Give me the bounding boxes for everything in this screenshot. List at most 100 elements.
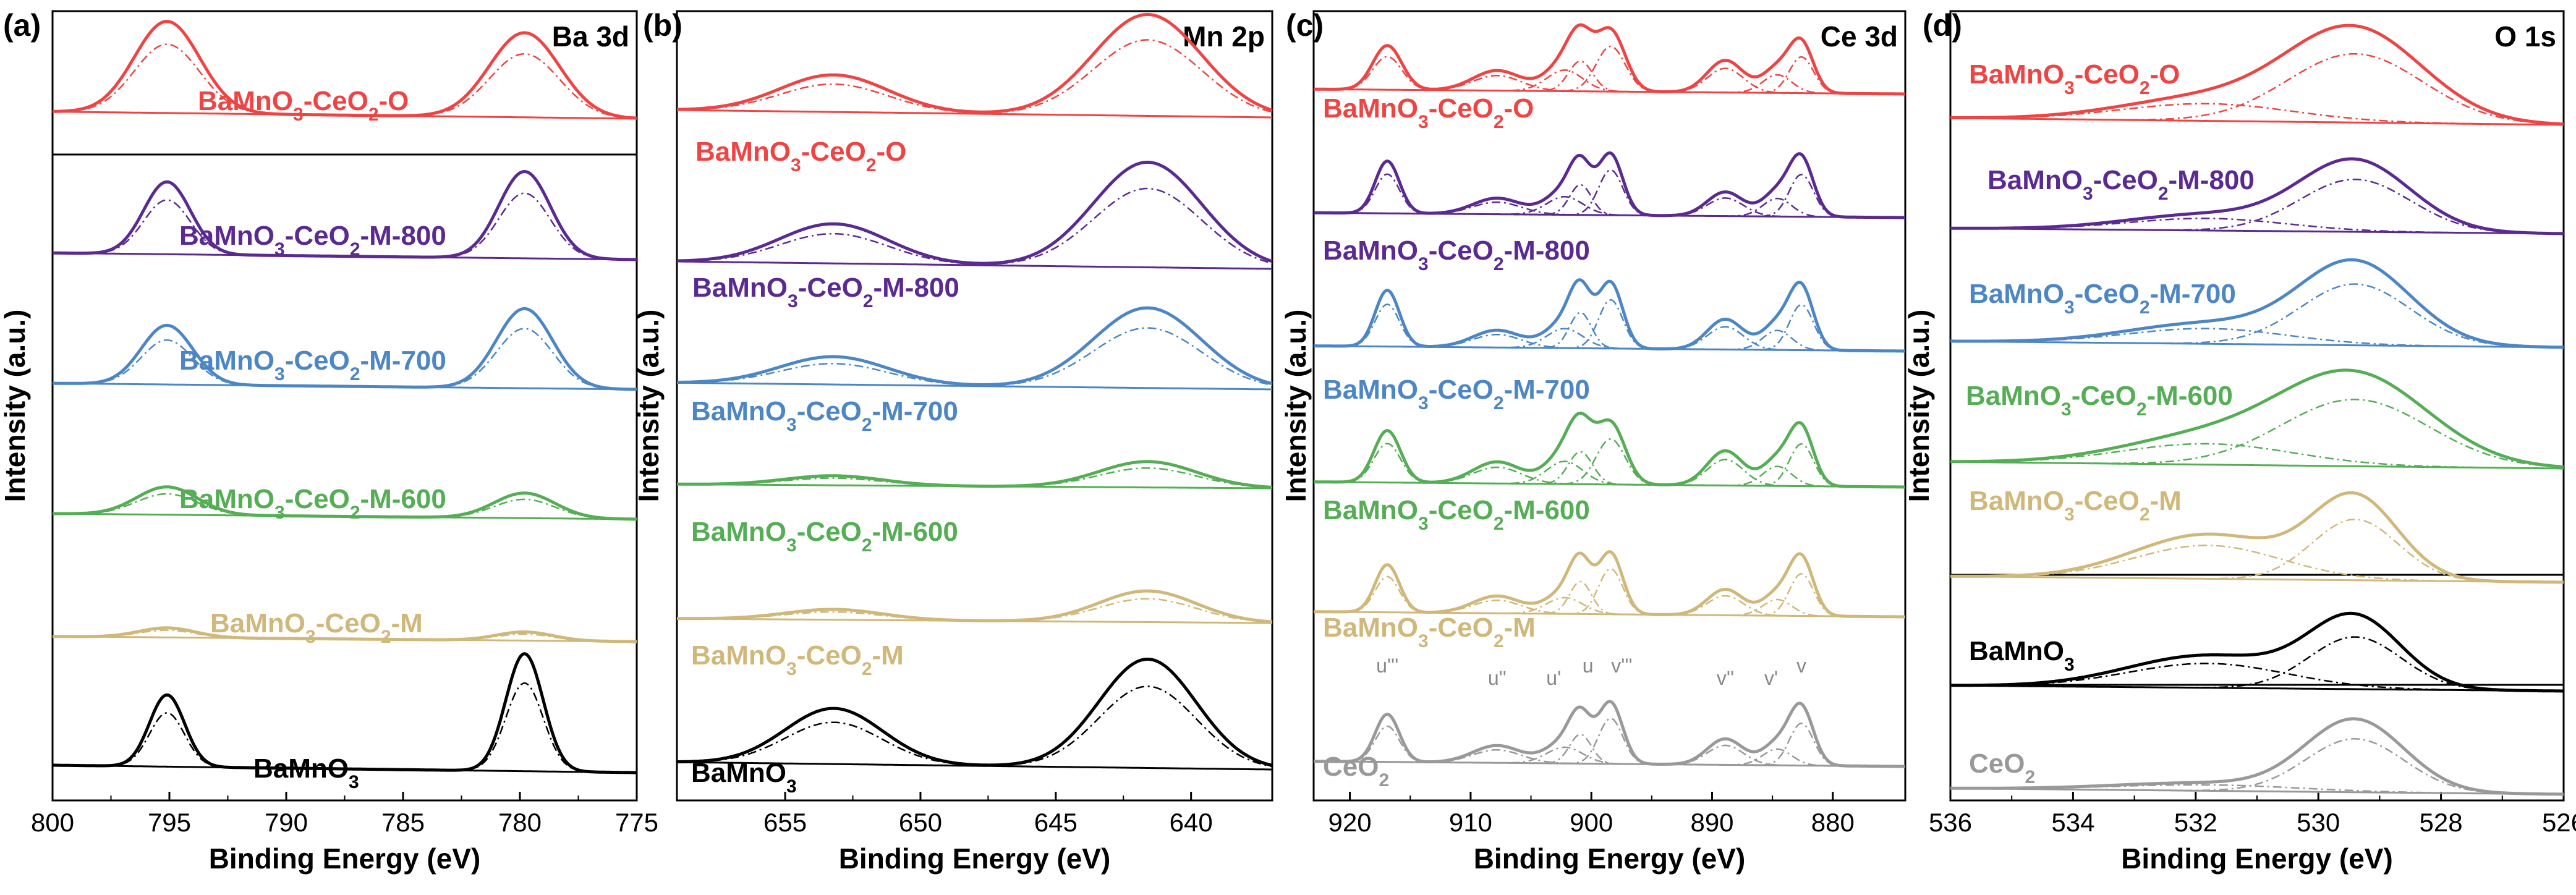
label-subscript: 2 [862, 415, 872, 435]
label-subscript: 2 [350, 503, 360, 523]
label-text: -M [2150, 486, 2182, 516]
x-axis-title: Binding Energy (eV) [2121, 842, 2393, 875]
spectrum-curve [1950, 157, 2564, 235]
x-axis-title: Binding Energy (eV) [1474, 842, 1746, 875]
label-subscript: 3 [274, 503, 285, 523]
panel-letter: (d) [1923, 8, 1962, 43]
label-text: BaMnO [691, 517, 786, 547]
label-text: BaMnO [691, 396, 786, 426]
series-label: BaMnO3-CeO2-M-600 [1323, 495, 1590, 534]
x-tick-label: 775 [615, 808, 658, 837]
spectrum-curve [677, 460, 1273, 489]
peak-label: u [1583, 655, 1594, 677]
label-subscript: 2 [2140, 78, 2150, 98]
fit-component-curve [1314, 329, 1905, 352]
x-tick-label: 526 [2542, 808, 2576, 837]
label-text: -M-800 [1504, 235, 1590, 266]
panel-title: Ba 3d [552, 20, 629, 53]
label-subscript: 3 [788, 291, 798, 312]
spectrum-curve [677, 306, 1273, 386]
label-subscript: 3 [274, 239, 285, 260]
label-subscript: 2 [862, 535, 872, 556]
label-text: CeO [1323, 752, 1379, 782]
series-label: BaMnO3-CeO2-M [691, 640, 904, 679]
label-text: BaMnO [198, 86, 293, 116]
fit-component-curve [677, 467, 1273, 489]
label-text: BaMnO [1969, 486, 2064, 516]
background-line [1314, 88, 1905, 95]
label-text: -CeO [801, 137, 866, 167]
label-text: -CeO [798, 273, 863, 303]
fit-component-curve [1314, 74, 1905, 95]
label-subscript: 3 [1418, 514, 1429, 534]
label-subscript: 3 [786, 415, 797, 435]
label-subscript: 3 [2083, 184, 2093, 204]
background-line [1950, 340, 2564, 349]
label-text: BaMnO [1323, 93, 1418, 124]
label-subscript: 3 [274, 364, 285, 384]
background-line [1950, 460, 2564, 470]
label-text: BaMnO [179, 484, 274, 514]
spectrum-curve [1314, 700, 1905, 768]
label-text: -M-600 [2147, 381, 2233, 411]
label-text: BaMnO [1323, 235, 1418, 266]
background-line [1314, 345, 1905, 352]
spectrum-curve [677, 658, 1273, 767]
label-text: -CeO [285, 484, 350, 514]
label-text: -CeO [797, 640, 862, 671]
x-tick-label: 645 [1034, 808, 1078, 837]
label-subscript: 3 [786, 776, 797, 797]
x-tick-label: 790 [265, 808, 308, 837]
label-text: -O [379, 86, 409, 116]
label-subscript: 3 [305, 627, 316, 647]
label-text: BaMnO [1966, 381, 2061, 411]
series-label: BaMnO3-CeO2-M-600 [1966, 381, 2233, 420]
label-text: BaMnO [692, 273, 788, 303]
label-text: -CeO [2093, 165, 2158, 195]
panel-letter: (b) [643, 8, 682, 43]
label-subscript: 3 [786, 659, 797, 679]
label-subscript: 3 [2064, 297, 2075, 318]
label-subscript: 2 [350, 239, 360, 260]
series-label: BaMnO3-CeO2-M-700 [1969, 279, 2236, 318]
fit-component-curve [677, 327, 1273, 387]
y-axis-title: Intensity (a.u.) [632, 310, 665, 503]
series-label: BaMnO3-CeO2-M [1969, 486, 2182, 525]
series-label: BaMnO3 [691, 758, 797, 797]
label-subscript: 2 [1494, 112, 1504, 132]
peak-label: v' [1764, 667, 1778, 689]
label-text: BaMnO [179, 346, 274, 376]
x-tick-label: 640 [1170, 808, 1213, 837]
label-text: -CeO [1429, 613, 1494, 643]
spectrum-curve [53, 652, 637, 774]
x-tick-label: 534 [2051, 808, 2094, 837]
spectrum-curve [1314, 412, 1905, 489]
label-subscript: 2 [866, 155, 877, 176]
spectrum-curve [1950, 491, 2564, 584]
peak-label: v'' [1717, 667, 1734, 689]
y-axis-title: Intensity (a.u.) [0, 310, 31, 503]
spectrum-curve [53, 626, 637, 643]
background-line [1314, 481, 1905, 488]
x-tick-label: 650 [899, 808, 942, 837]
label-subscript: 3 [786, 535, 797, 556]
label-text: -CeO [2075, 279, 2140, 309]
label-subscript: 2 [2140, 504, 2150, 525]
label-text: BaMnO [1969, 279, 2064, 309]
label-subscript: 2 [1494, 631, 1504, 651]
label-text: -CeO [2072, 381, 2136, 411]
peak-label: u' [1546, 667, 1561, 689]
label-subscript: 3 [293, 104, 304, 125]
label-subscript: 3 [1418, 631, 1429, 651]
series-label: BaMnO3-CeO2-M-700 [1323, 375, 1590, 414]
spectrum-curve [1950, 258, 2564, 349]
label-text: CeO [1969, 749, 2025, 779]
label-text: -M-800 [874, 273, 959, 303]
panel-2: 920 910 900 890 880 Binding Energy (eV) Intens… [1280, 8, 1906, 875]
spectrum-curve [53, 485, 637, 521]
panel-0: 800 795 790 785 780 775 Binding Energy (eV) Int… [0, 8, 658, 875]
background-line [677, 109, 1272, 119]
series-label: BaMnO3-CeO2-M-800 [692, 273, 959, 312]
series-label: BaMnO3-CeO2-M-600 [179, 484, 446, 523]
